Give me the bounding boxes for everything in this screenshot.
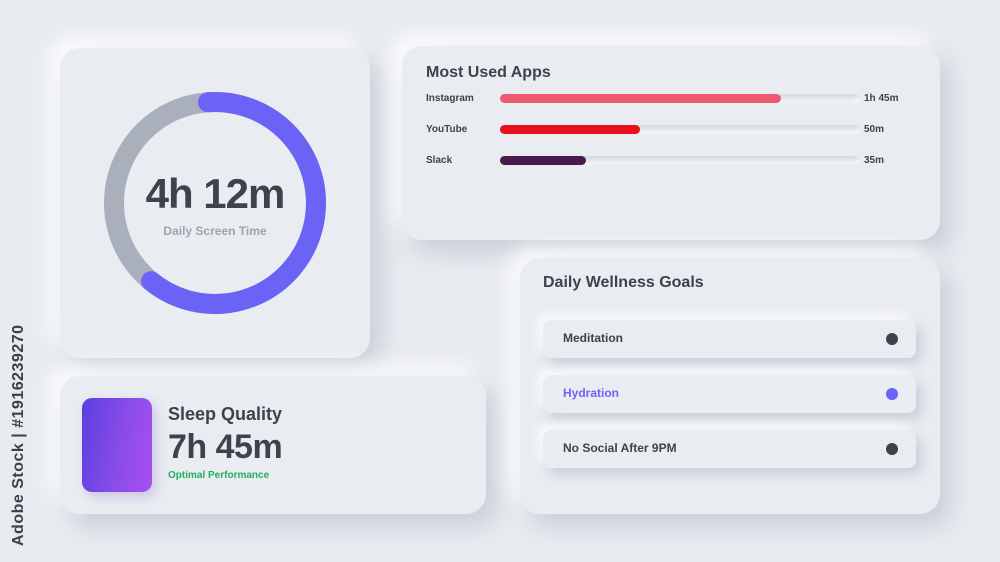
apps-title: Most Used Apps (426, 64, 551, 81)
usage-bar-fill (500, 156, 587, 165)
goal-item-meditation[interactable]: Meditation (543, 320, 916, 358)
app-name: YouTube (426, 124, 468, 135)
usage-bar-track (500, 156, 860, 165)
sleep-title: Sleep Quality (168, 404, 283, 424)
wellness-title: Daily Wellness Goals (543, 274, 704, 291)
wellness-goals-card: Daily Wellness Goals Meditation Hydratio… (520, 258, 940, 514)
goal-label: Hydration (563, 386, 620, 400)
app-time: 1h 45m (864, 93, 899, 104)
sleep-quality-card: Sleep Quality 7h 45m Optimal Performance (60, 376, 486, 514)
app-time: 35m (864, 155, 885, 166)
usage-bar-fill (500, 125, 641, 134)
usage-bar-track (500, 125, 860, 134)
usage-bar-track (500, 94, 860, 103)
app-row-youtube[interactable]: YouTube 50m (426, 123, 926, 139)
app-time: 50m (864, 124, 885, 135)
app-name: Slack (426, 155, 453, 166)
app-name: Instagram (426, 93, 474, 104)
status-dot-icon (886, 388, 898, 400)
sleep-icon-tile (82, 398, 152, 492)
screen-time-ring (104, 92, 326, 314)
ring-progress (104, 92, 326, 314)
app-row-slack[interactable]: Slack 35m (426, 154, 926, 170)
goal-item-no-social[interactable]: No Social After 9PM (543, 430, 916, 468)
status-dot-icon (886, 443, 898, 455)
sleep-status: Optimal Performance (168, 470, 270, 481)
stock-watermark: Adobe Stock | #1916239270 (10, 324, 27, 546)
screen-time-value: 4h 12m (145, 170, 286, 217)
goal-label: Meditation (563, 331, 623, 345)
screen-time-label: Daily Screen Time (163, 224, 267, 238)
goal-label: No Social After 9PM (563, 441, 677, 455)
app-row-instagram[interactable]: Instagram 1h 45m (426, 92, 926, 108)
usage-bar-fill (500, 94, 781, 103)
screen-time-card: 4h 12m Daily Screen Time (60, 48, 370, 358)
sleep-value: 7h 45m (168, 428, 283, 466)
goal-item-hydration[interactable]: Hydration (543, 375, 916, 413)
most-used-apps-card: Most Used Apps Instagram 1h 45m YouTube … (402, 46, 940, 240)
status-dot-icon (886, 333, 898, 345)
